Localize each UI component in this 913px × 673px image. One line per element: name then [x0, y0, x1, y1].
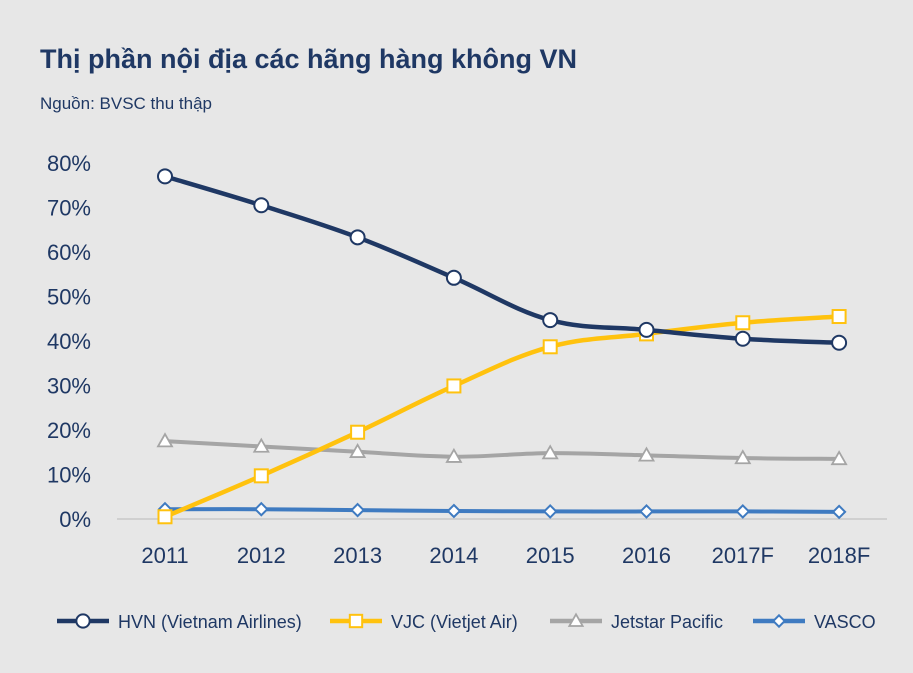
y-tick-label: 50%	[47, 285, 91, 310]
y-tick-label: 70%	[47, 196, 91, 221]
data-point-hvn-vietnam-airlines	[542, 312, 559, 329]
data-point-jetstar-pacific	[830, 450, 848, 466]
series-layer	[156, 168, 848, 525]
series-line-vasco	[163, 507, 842, 514]
data-point-vjc-vietjet-air	[542, 339, 558, 355]
y-tick-label: 30%	[47, 374, 91, 399]
x-tick-label: 2015	[526, 543, 575, 568]
data-point-vasco	[639, 504, 654, 519]
x-tick-label: 2011	[141, 543, 188, 568]
series-line-vjc-vietjet-air	[162, 314, 842, 520]
series-jetstar-pacific	[156, 432, 848, 466]
data-point-vasco	[350, 502, 366, 518]
data-point-vasco	[542, 504, 558, 519]
data-point-vjc-vietjet-air	[735, 315, 751, 331]
data-point-jetstar-pacific	[252, 437, 270, 453]
data-point-jetstar-pacific	[637, 446, 656, 462]
y-tick-label: 40%	[47, 329, 91, 354]
y-tick-label: 20%	[47, 418, 91, 443]
data-point-vjc-vietjet-air	[831, 309, 847, 325]
legend-marker	[75, 613, 91, 629]
data-point-jetstar-pacific	[349, 442, 367, 458]
y-tick-label: 80%	[47, 151, 91, 176]
legend-label: VASCO	[814, 612, 876, 632]
series-hvn-vietnam-airlines	[157, 168, 848, 351]
x-tick-label: 2018F	[808, 543, 870, 568]
series-vjc-vietjet-air	[157, 309, 847, 525]
series-line-jetstar-pacific	[163, 439, 842, 461]
data-point-vjc-vietjet-air	[157, 509, 173, 525]
data-point-jetstar-pacific	[445, 447, 463, 463]
legend-item-vasco: VASCO	[753, 612, 876, 632]
data-point-jetstar-pacific	[541, 444, 559, 460]
data-point-vasco	[446, 503, 462, 519]
y-tick-label: 60%	[47, 240, 91, 265]
chart-subtitle: Nguồn: BVSC thu thập	[40, 94, 213, 113]
legend-label: Jetstar Pacific	[611, 612, 723, 632]
x-tick-label: 2016	[622, 543, 671, 568]
data-point-hvn-vietnam-airlines	[831, 334, 848, 351]
series-vasco	[157, 501, 847, 520]
x-tick-label: 2013	[333, 543, 382, 568]
legend-marker	[567, 612, 585, 627]
chart-title: Thị phần nội địa các hãng hàng không VN	[40, 44, 578, 74]
y-tick-label: 10%	[47, 463, 91, 488]
x-tick-label: 2012	[237, 543, 286, 568]
data-point-vasco	[735, 504, 751, 519]
legend-layer: HVN (Vietnam Airlines) VJC (Vietjet Air) J…	[57, 612, 876, 632]
data-point-vjc-vietjet-air	[350, 424, 366, 440]
data-point-hvn-vietnam-airlines	[638, 321, 655, 338]
data-point-jetstar-pacific	[156, 432, 174, 448]
legend-marker	[771, 613, 787, 629]
y-tick-label: 0%	[59, 507, 91, 532]
axis-layer: 0% 10% 20% 30% 40% 50% 60% 70% 80% 2011 2012 2013 20…	[47, 151, 887, 568]
legend-item-vjc-vietjet-air: VJC (Vietjet Air)	[330, 612, 518, 632]
x-tick-label: 2014	[429, 543, 478, 568]
legend-item-hvn-vietnam-airlines: HVN (Vietnam Airlines)	[57, 612, 302, 632]
legend-marker	[348, 613, 364, 629]
data-point-hvn-vietnam-airlines	[445, 269, 462, 286]
data-point-hvn-vietnam-airlines	[734, 330, 751, 347]
data-point-vjc-vietjet-air	[446, 378, 462, 394]
data-point-vjc-vietjet-air	[253, 468, 269, 484]
data-point-vasco	[253, 501, 269, 517]
legend-item-jetstar-pacific: Jetstar Pacific	[550, 612, 723, 632]
data-point-jetstar-pacific	[734, 449, 752, 465]
data-point-vasco	[831, 504, 847, 520]
legend-label: VJC (Vietjet Air)	[391, 612, 518, 632]
data-point-hvn-vietnam-airlines	[253, 197, 270, 214]
data-point-hvn-vietnam-airlines	[157, 168, 173, 185]
x-tick-label: 2017F	[712, 543, 774, 568]
data-point-hvn-vietnam-airlines	[349, 229, 366, 246]
legend-label: HVN (Vietnam Airlines)	[118, 612, 302, 632]
